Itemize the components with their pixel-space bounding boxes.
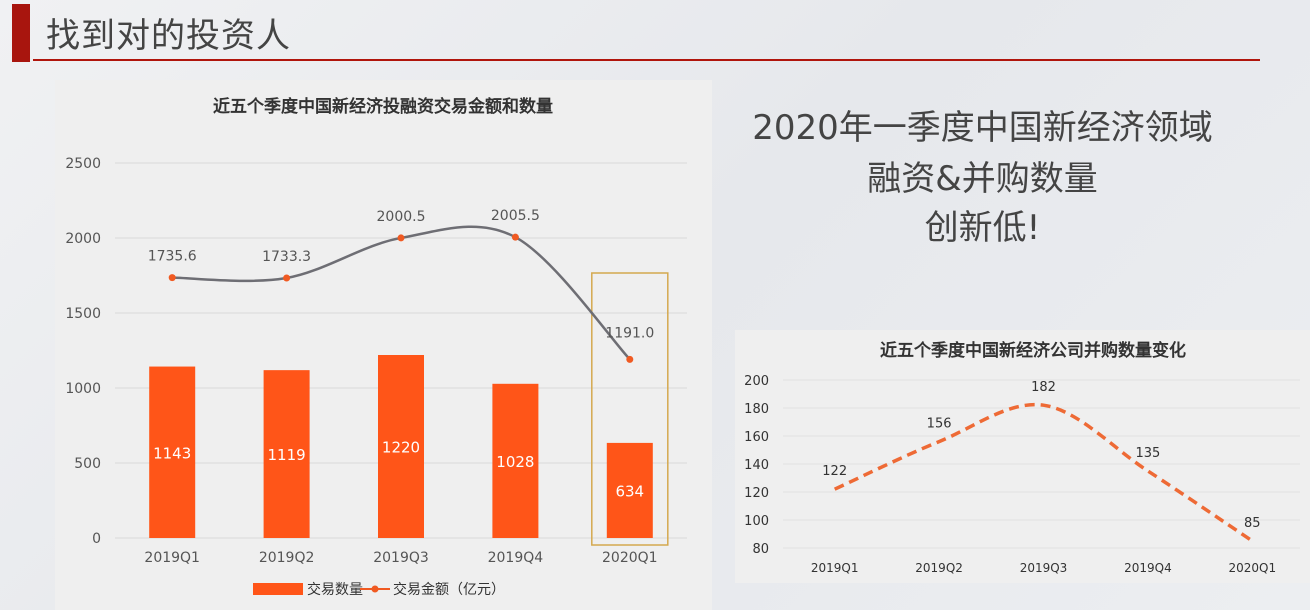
legend-bar-label: 交易数量: [307, 581, 363, 598]
amount-data-label: 1735.6: [148, 249, 197, 265]
x-tick-label: 2019Q4: [488, 550, 544, 566]
legend-line-marker: [371, 585, 379, 593]
legend-bar-swatch: [253, 583, 303, 595]
amount-point: [511, 233, 519, 241]
x-tick-label: 2019Q1: [144, 550, 200, 566]
ma-count-line: [833, 402, 1254, 543]
headline-line-3: 创新低!: [924, 208, 1041, 248]
y-tick-label: 100: [744, 514, 769, 529]
amount-point: [626, 355, 634, 363]
amount-point: [168, 274, 176, 282]
headline-line-1: 2020年一季度中国新经济领域: [752, 108, 1213, 148]
x-tick-label: 2019Q1: [811, 561, 859, 575]
funding-chart-panel: 近五个季度中国新经济投融资交易金额和数量 0 500 1000 1500 2000 2500…: [55, 80, 712, 610]
y-tick-label: 160: [744, 430, 769, 445]
bar-data-label: 1119: [268, 446, 306, 464]
y-tick-label: 180: [744, 402, 769, 417]
ma-data-label: 156: [927, 417, 952, 432]
chart-title: 近五个季度中国新经济公司并购数量变化: [880, 340, 1186, 361]
y-tick-label: 1500: [65, 306, 101, 322]
chart-title: 近五个季度中国新经济投融资交易金额和数量: [213, 96, 553, 117]
amount-point: [283, 274, 291, 282]
bar: [263, 370, 310, 538]
ma-data-label: 135: [1135, 446, 1160, 461]
ma-data-label: 85: [1244, 516, 1261, 531]
bar: [492, 383, 539, 538]
bar-data-label: 634: [615, 482, 644, 500]
y-tick-label: 2500: [65, 156, 101, 172]
amount-line: [172, 225, 631, 361]
y-tick-label: 2000: [65, 231, 101, 247]
y-tick-label: 0: [92, 531, 101, 547]
x-tick-label: 2020Q1: [602, 550, 658, 566]
y-tick-label: 140: [744, 458, 769, 473]
ma-chart-panel: 近五个季度中国新经济公司并购数量变化 80 100 120 140 160 180 200 20…: [735, 330, 1310, 583]
amount-data-label: 2000.5: [377, 209, 426, 225]
title-divider: [33, 59, 1260, 61]
amount-data-label: 1733.3: [262, 249, 311, 265]
bar: [378, 355, 424, 538]
bar: [149, 366, 196, 538]
x-tick-label: 2019Q3: [373, 550, 429, 566]
ma-data-label: 122: [822, 464, 847, 479]
highlight-box: [591, 272, 669, 546]
amount-point: [397, 234, 405, 242]
bar-data-label: 1143: [153, 444, 191, 462]
y-tick-label: 200: [744, 374, 769, 389]
y-tick-label: 500: [74, 456, 101, 472]
x-tick-label: 2019Q2: [259, 550, 315, 566]
bar-data-label: 1220: [382, 439, 420, 457]
y-tick-label: 120: [744, 486, 769, 501]
page-title: 找到对的投资人: [46, 16, 291, 56]
x-tick-label: 2019Q4: [1124, 561, 1172, 575]
x-tick-label: 2019Q3: [1020, 561, 1068, 575]
funding-chart: 近五个季度中国新经济投融资交易金额和数量 0 500 1000 1500 2000 2500…: [65, 96, 687, 598]
legend-line-label: 交易金额（亿元）: [393, 581, 505, 598]
amount-data-label: 1191.0: [605, 325, 654, 341]
x-tick-label: 2020Q1: [1228, 561, 1276, 575]
bar-data-label: 1028: [496, 453, 534, 471]
headline-line-2: 融资&并购数量: [867, 159, 1098, 199]
ma-data-label: 182: [1031, 380, 1056, 395]
y-tick-label: 80: [752, 542, 769, 557]
y-tick-label: 1000: [65, 381, 101, 397]
ma-chart: 近五个季度中国新经济公司并购数量变化 80 100 120 140 160 180 200 20…: [744, 340, 1300, 575]
amount-data-label: 2005.5: [491, 208, 540, 224]
x-tick-label: 2019Q2: [915, 561, 963, 575]
bar: [606, 442, 653, 538]
title-accent-bar: [12, 4, 30, 62]
